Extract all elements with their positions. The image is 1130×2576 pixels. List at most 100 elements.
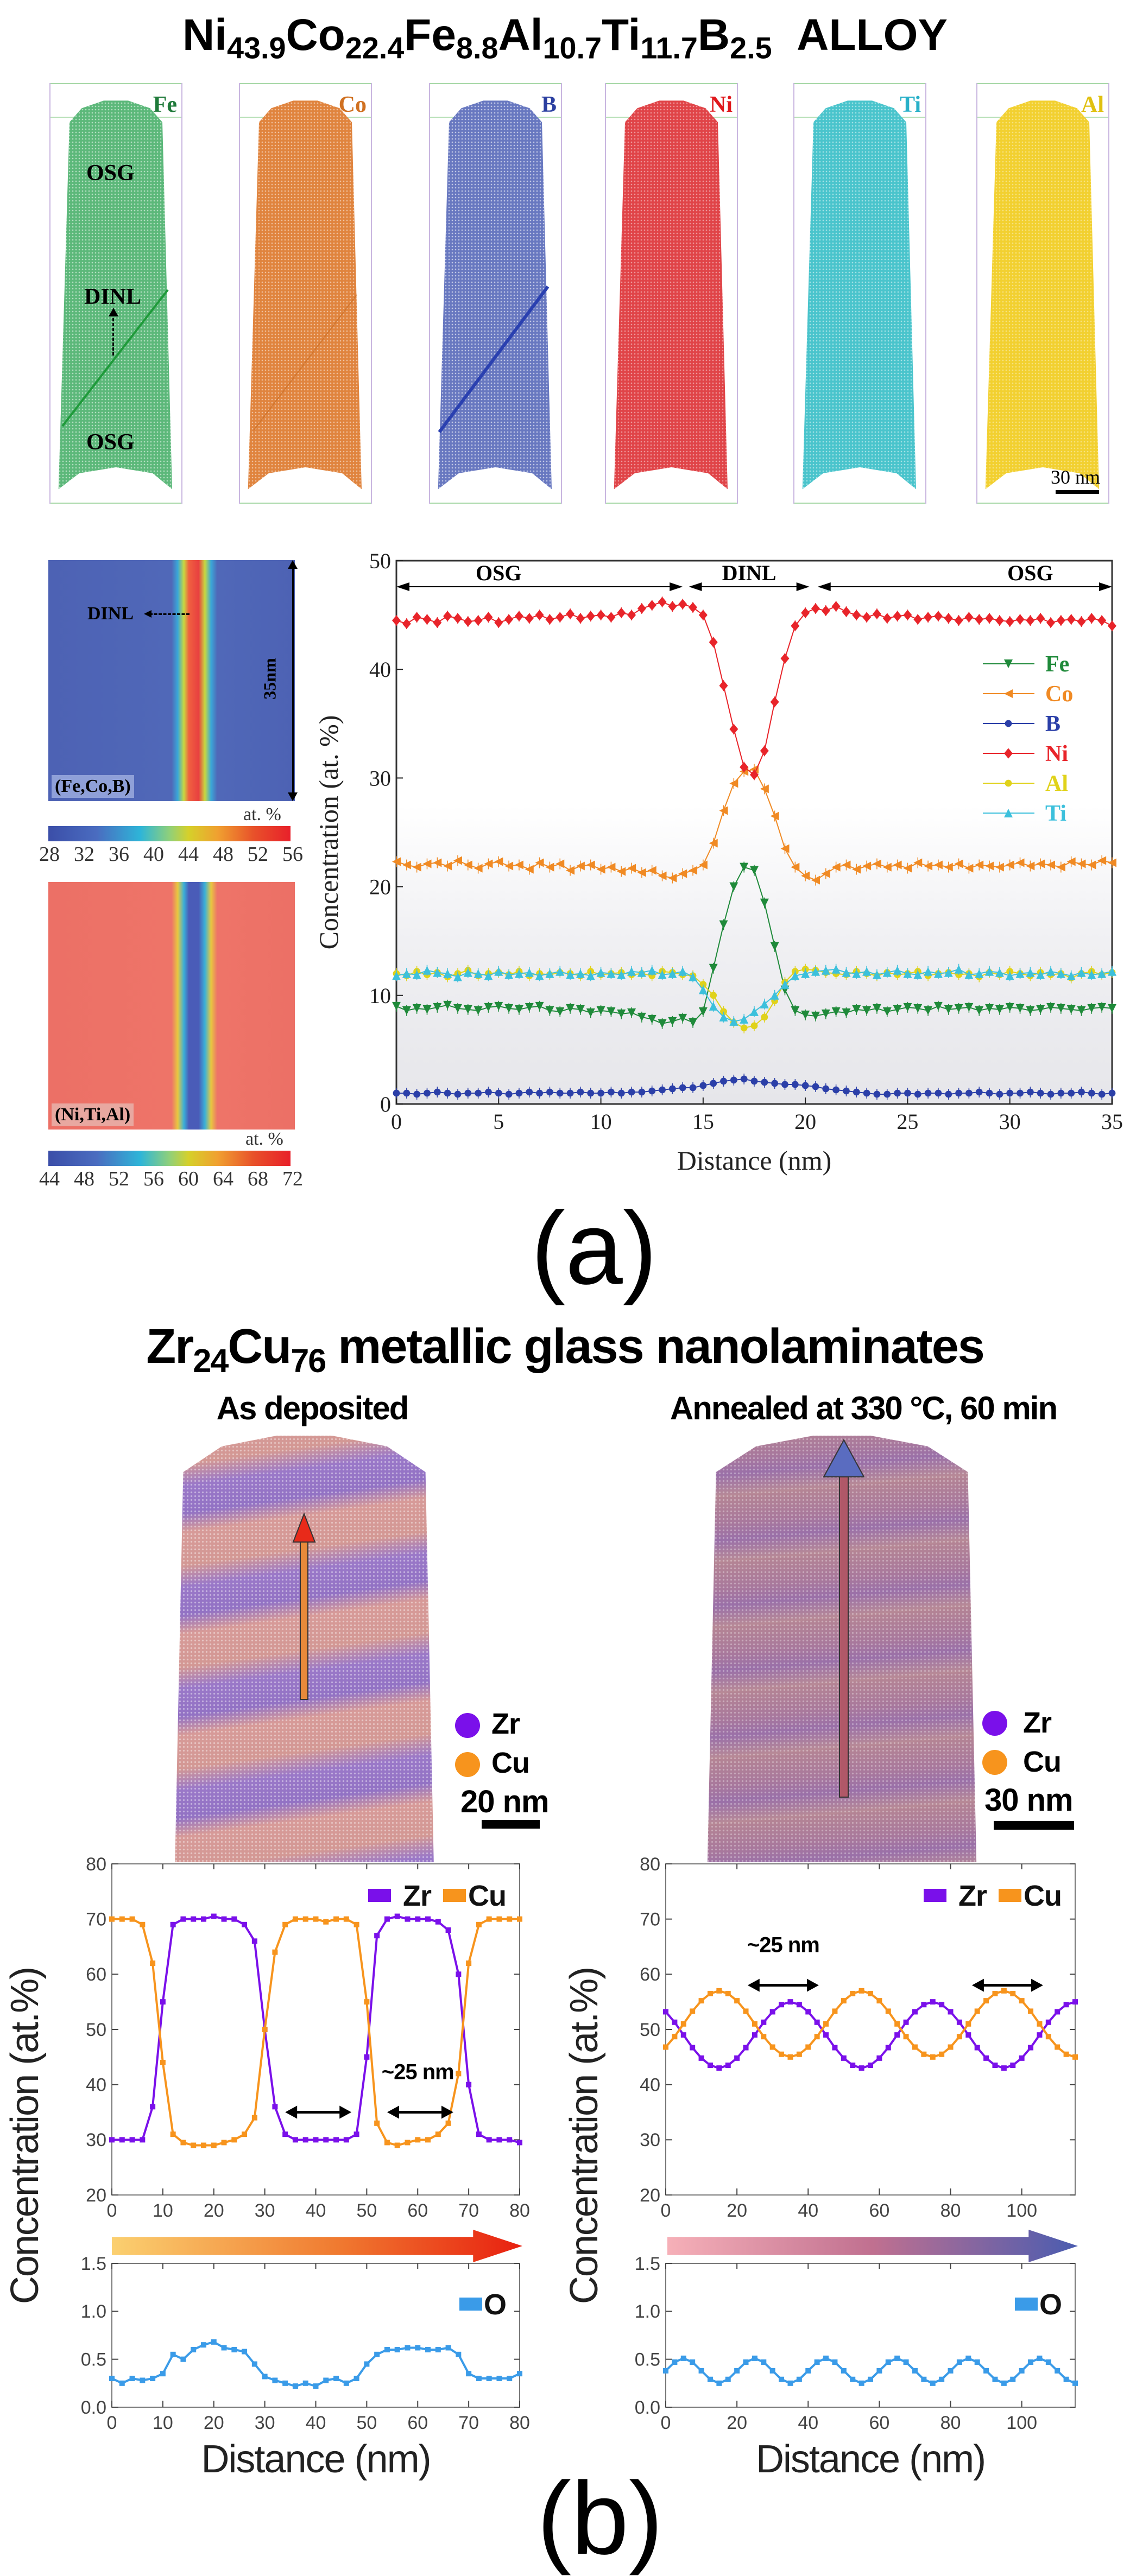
colorbar-tick: 36 [109,843,129,866]
y-tick-label: 0 [380,1092,391,1116]
y-axis-label: Concentration (at.%) [563,1968,606,2304]
element-label: Ni [710,92,733,117]
x-tick-label: 30 [255,2413,275,2433]
data-point [796,2002,802,2008]
chart-b_left_o: 0 10 20 30 40 50 60 70 80 0.0 0.5 1.0 1.5 O Distance (… [81,2254,530,2481]
data-point [743,2045,749,2051]
data-point [221,1916,227,1922]
data-point [435,2131,441,2137]
data-point [779,2002,785,2008]
data-point [150,2104,156,2110]
data-point [663,2368,668,2374]
series-cu [109,1916,522,2148]
data-point [1037,2355,1043,2361]
title-element: Ti11.7 [602,10,698,65]
y-tick-label: 50 [640,2020,660,2040]
data-point [466,1960,472,1966]
series-zr [663,1999,1078,2071]
data-point [496,1916,502,1922]
x-tick-label: 0 [391,1109,402,1134]
data-point [823,2355,829,2361]
data-point [743,2359,749,2365]
data-point [921,2376,927,2382]
data-point [716,2380,722,2386]
data-point [170,1921,176,1927]
data-point [251,1938,257,1944]
x-tick-label: 10 [590,1109,612,1134]
y-tick-label: 50 [86,2020,106,2040]
data-point [323,1919,329,1925]
data-point [292,1916,298,1922]
y-tick-label: 1.5 [635,2254,660,2274]
data-point [466,2371,472,2377]
data-point [211,1913,217,1919]
data-point [876,2055,882,2061]
data-point [486,2376,492,2381]
x-tick-label: 40 [306,2413,326,2433]
data-point [353,1921,359,1927]
data-point [221,2140,227,2146]
x-tick-label: 10 [153,2200,173,2221]
data-point [787,2054,793,2060]
data-point [517,1916,522,1922]
data-point [894,2355,900,2361]
y-tick-label: 1.5 [81,2254,106,2274]
x-tick-label: 70 [458,2413,479,2433]
data-point [690,2045,696,2051]
data-point [394,1913,400,1919]
data-point [725,1990,731,1996]
x-tick-label: 80 [940,2413,961,2433]
x-tick-label: 20 [794,1109,816,1134]
data-point [983,2055,989,2061]
data-point [832,2359,838,2365]
x-tick-label: 70 [458,2200,479,2221]
data-point [894,2021,900,2027]
condition-annealed: Annealed at 330 °C, 60 min [670,1390,1058,1426]
atom-map [985,100,1099,490]
colorbar-ticks: 44 48 52 56 60 64 68 72 [39,1167,303,1191]
data-point [841,1998,847,2004]
x-tick-label: 10 [153,2413,173,2433]
data-point [769,2044,775,2050]
data-point [698,2368,704,2374]
data-point [725,2376,731,2382]
arrowhead-icon [144,610,151,618]
legend-dot-cu [455,1752,480,1777]
data-point [858,2380,864,2386]
colorbar-tick: 32 [74,843,94,866]
data-point [364,2361,370,2367]
y-tick-label: 20 [640,2185,660,2206]
data-point [435,1919,441,1925]
data-point [140,2377,146,2383]
scale-bar-label: 30 nm [1051,466,1101,488]
apt-tip-b: B [429,83,562,504]
data-point [333,1916,339,1922]
data-point [983,2368,989,2374]
data-point [456,2071,462,2077]
y-tick-label: 0.5 [81,2350,106,2370]
data-point [343,1916,349,1922]
legend-swatch [443,1889,466,1902]
data-point [939,2376,945,2382]
x-tick-label: 60 [407,2413,428,2433]
x-tick-label: 25 [897,1109,918,1134]
data-point [823,2021,829,2027]
data-point [486,2137,492,2143]
data-point [1045,2034,1051,2040]
legend-dot-zr [455,1713,480,1738]
profile-direction-arrow-blue [667,2230,1078,2262]
data-point [707,1990,713,1996]
x-tick-label: 100 [1006,2413,1037,2433]
x-tick-label: 0 [661,2413,671,2433]
x-tick-label: 15 [692,1109,714,1134]
x-tick-label: 5 [493,1109,504,1134]
data-point [353,2131,359,2137]
colorbar-tick: 44 [178,843,199,866]
y-tick-label: 0.0 [635,2397,660,2418]
dinl-label: DINL [84,284,142,309]
data-point [211,2339,217,2345]
x-tick-label: 50 [356,2200,377,2221]
x-axis-label: Distance (nm) [201,2438,430,2481]
data-point [868,1990,873,1996]
data-point [221,2345,227,2351]
